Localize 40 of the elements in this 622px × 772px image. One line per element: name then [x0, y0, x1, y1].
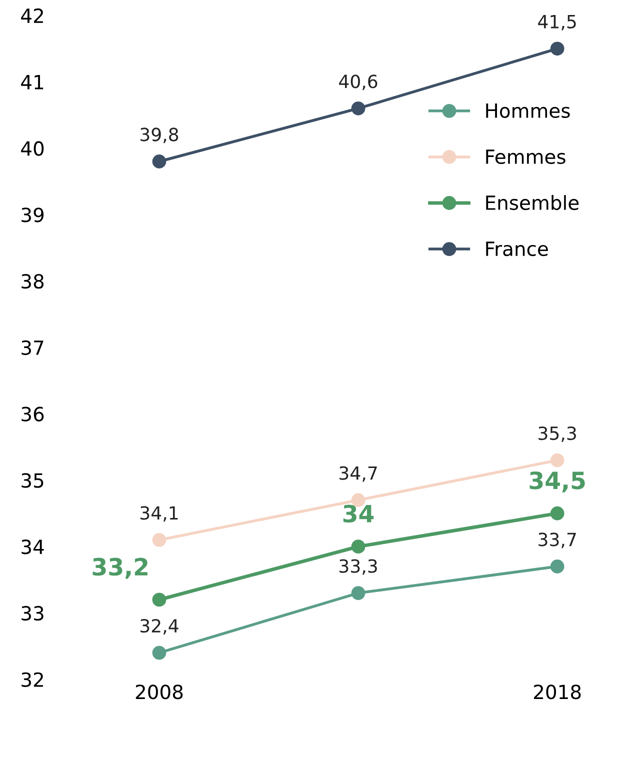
point: [351, 540, 366, 554]
data-label: 33,2: [92, 558, 148, 579]
x-tick-label: 2018: [534, 684, 581, 700]
point: [550, 453, 564, 468]
point: [152, 646, 166, 660]
point: [550, 42, 564, 56]
y-tick-label: 38: [22, 274, 44, 289]
point: [351, 586, 366, 600]
data-label: 34,7: [340, 466, 377, 482]
data-label: 33,3: [340, 559, 377, 575]
y-tick-label: 40: [21, 141, 44, 156]
legend-label: Femmes: [486, 150, 566, 164]
data-label: 41,5: [538, 15, 576, 30]
point: [152, 154, 166, 168]
x-tick-label: 2008: [136, 684, 183, 700]
data-label: 33,7: [538, 532, 576, 548]
legend-label: Ensemble: [486, 195, 579, 210]
data-label: 34: [343, 504, 374, 523]
data-label: 35,3: [538, 426, 576, 442]
y-tick-label: 37: [22, 340, 44, 356]
point: [152, 532, 166, 547]
data-label: 34,5: [530, 472, 585, 492]
y-tick-label: 42: [21, 8, 43, 23]
y-tick-label: 34: [22, 540, 44, 554]
data-label: 32,4: [140, 618, 178, 634]
y-tick-label: 39: [22, 208, 44, 222]
point: [152, 592, 166, 607]
y-tick-label: 33: [22, 606, 44, 621]
y-tick-label: 35: [22, 473, 44, 488]
point: [550, 560, 564, 574]
legend-label: Hommes: [486, 104, 570, 118]
y-tick-label: 41: [21, 75, 44, 90]
point: [351, 101, 366, 116]
y-tick-label: 36: [22, 406, 44, 422]
data-label: 39,8: [140, 128, 178, 144]
data-label: 40,6: [339, 74, 378, 90]
y-tick-label: 32: [22, 672, 43, 688]
legend-label: France: [486, 242, 548, 256]
data-label: 34,1: [140, 506, 178, 522]
point: [550, 506, 564, 520]
